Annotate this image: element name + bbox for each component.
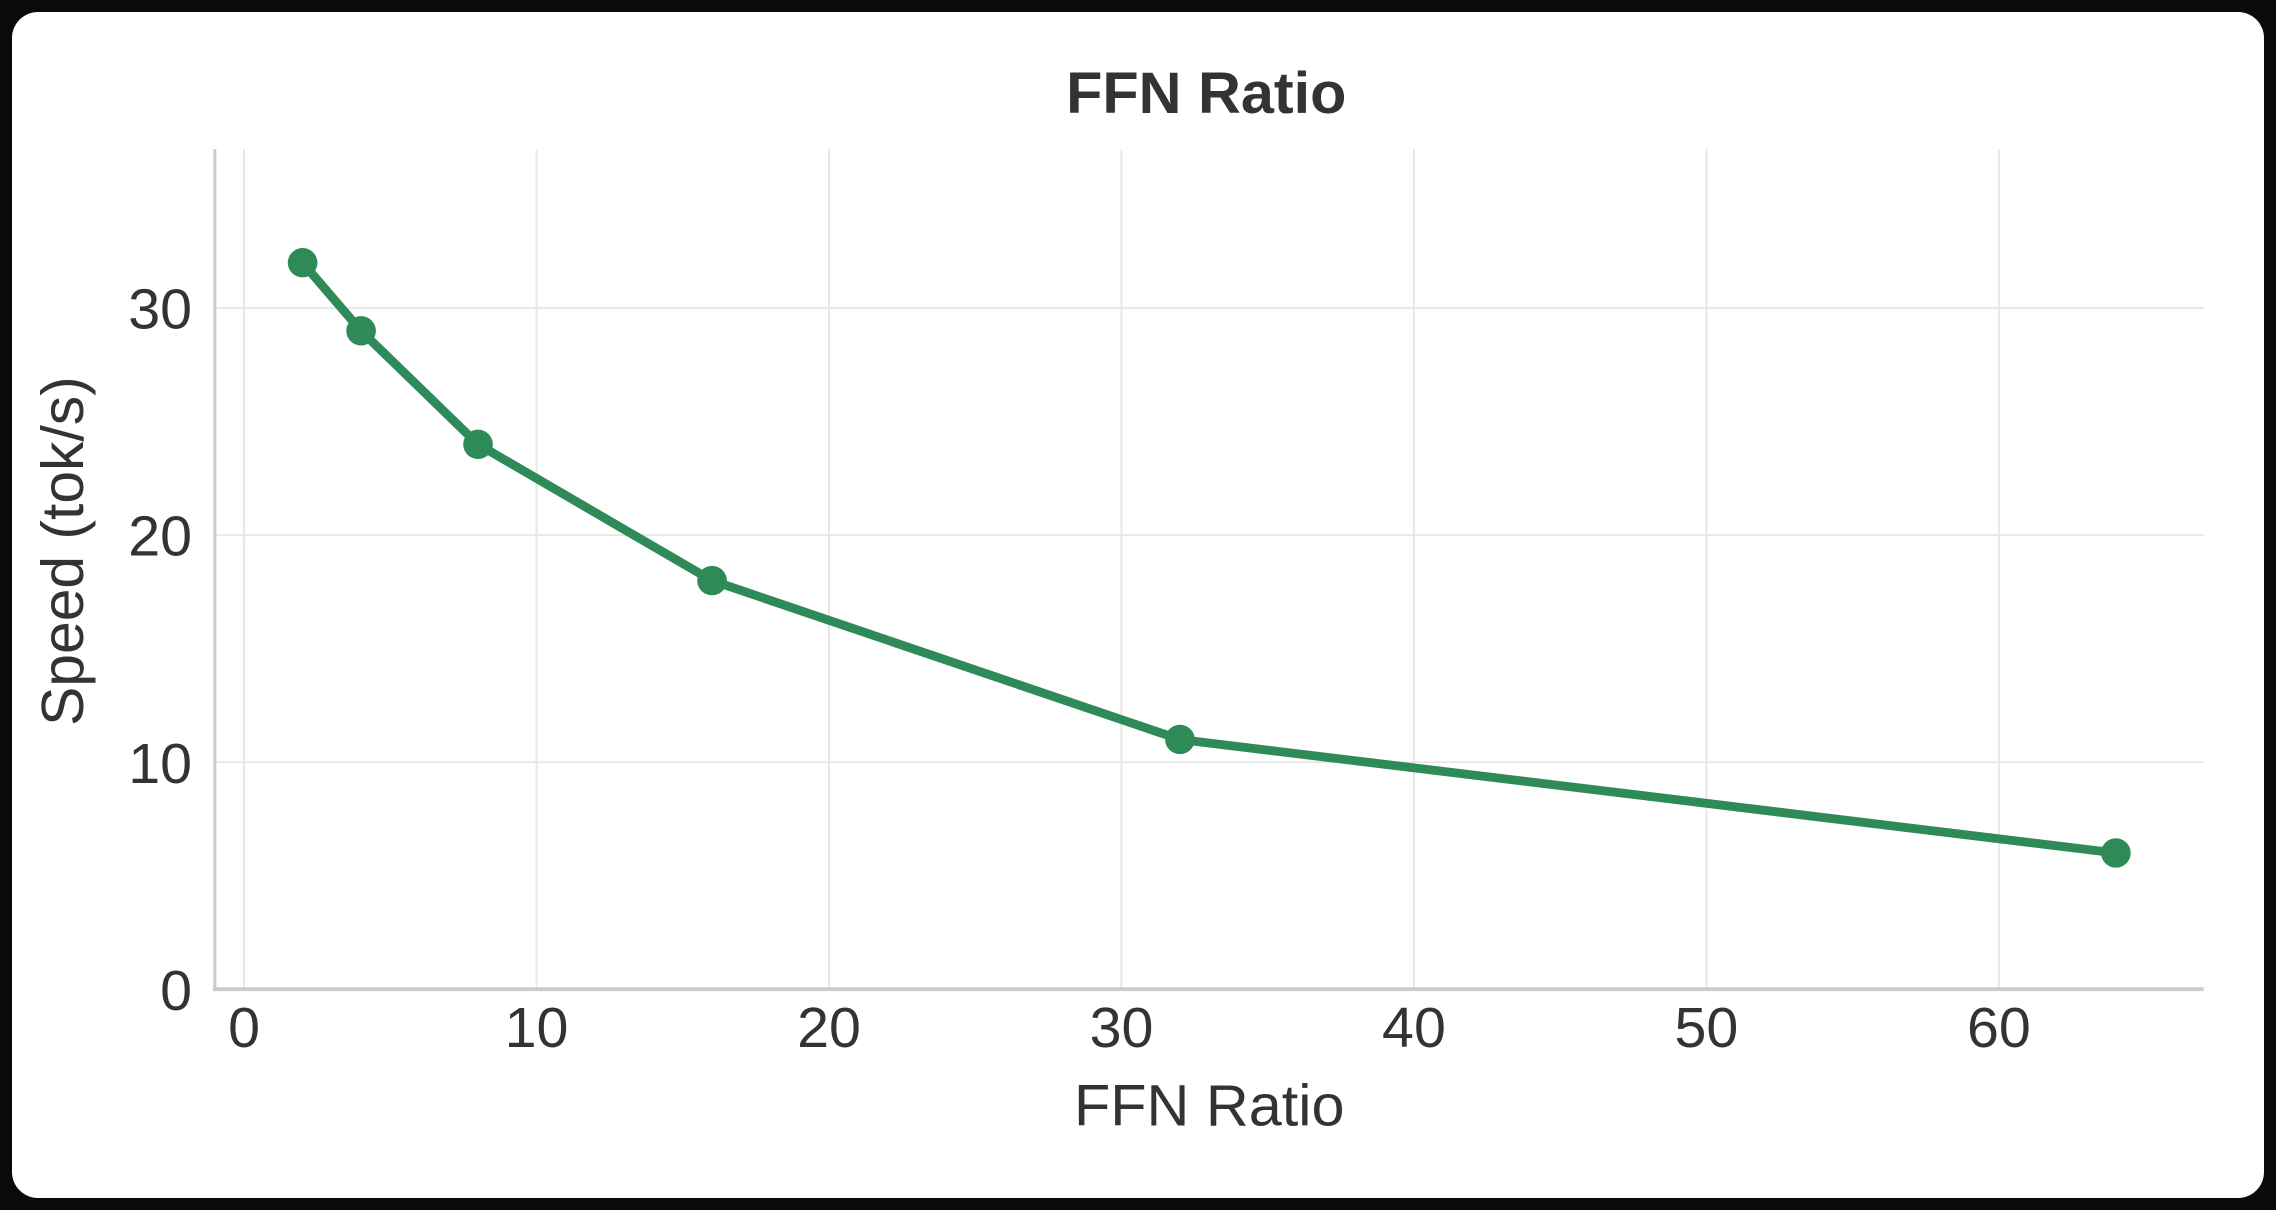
- y-tick-label: 30: [128, 278, 192, 342]
- data-point-marker: [2101, 838, 2131, 868]
- x-tick-label: 30: [1090, 996, 1154, 1060]
- y-tick-label: 20: [128, 505, 192, 569]
- x-tick-label: 10: [505, 996, 569, 1060]
- data-line: [298, 258, 2121, 858]
- y-tick-label: 10: [128, 732, 192, 796]
- data-point-marker: [697, 565, 727, 596]
- x-tick-label: 60: [1967, 996, 2031, 1060]
- y-axis-label: Speed (tok/s): [30, 376, 96, 726]
- data-point-marker: [287, 248, 318, 278]
- x-axis-label: FFN Ratio: [1074, 1073, 1344, 1139]
- tick-labels: 0 10 20 30 40 50 60 0 10 20 30: [128, 278, 2031, 1060]
- data-point-marker: [463, 429, 493, 460]
- chart-card: 0 10 20 30 40 50 60 0 10 20 30 FFN Ratio FFN Ratio…: [12, 12, 2264, 1198]
- chart-svg: 0 10 20 30 40 50 60 0 10 20 30 FFN Ratio FFN Ratio…: [30, 60, 2204, 1139]
- x-tick-label: 40: [1382, 996, 1446, 1060]
- data-point-marker: [346, 316, 376, 346]
- y-tick-label: 0: [160, 959, 192, 1023]
- gridlines: [214, 149, 2204, 990]
- x-tick-label: 50: [1675, 996, 1739, 1060]
- x-tick-label: 20: [797, 996, 861, 1060]
- chart-title: FFN Ratio: [1066, 60, 1346, 126]
- spines: [212, 149, 2204, 992]
- series-layer: [287, 248, 2131, 868]
- x-tick-label: 0: [228, 996, 260, 1060]
- data-point-marker: [1165, 724, 1195, 755]
